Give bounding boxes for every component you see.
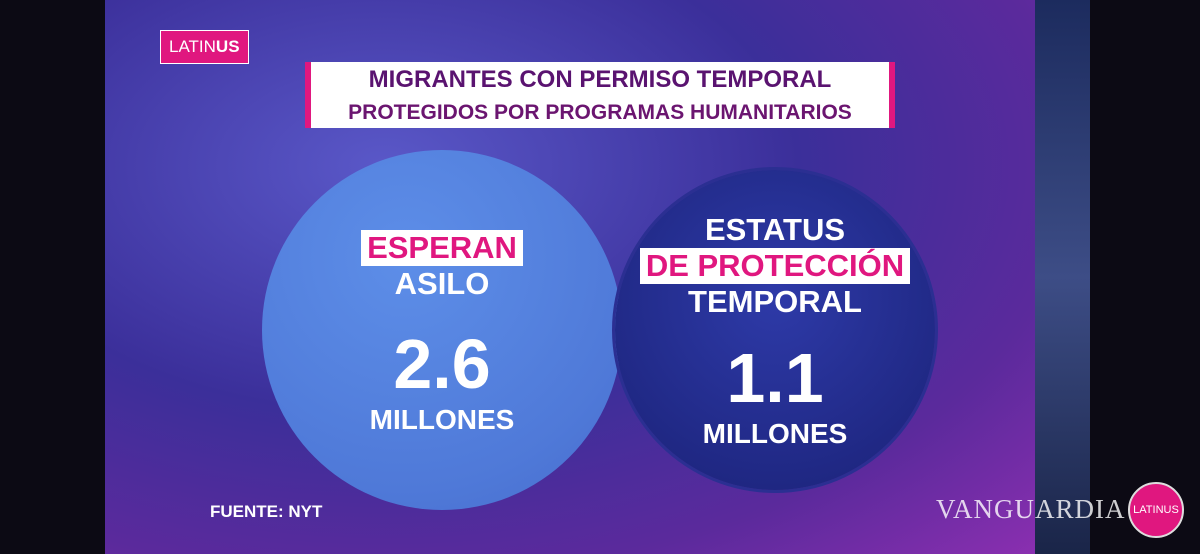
logo-prefix: LATIN (169, 37, 216, 56)
label: TEMPORAL (688, 284, 862, 319)
label: ESTATUS (704, 212, 846, 247)
title-line: MIGRANTES CON PERMISO TEMPORAL (305, 62, 895, 98)
value: 1.1 (726, 339, 824, 417)
label: ASILO (394, 266, 490, 301)
watermark-badge: LATINUS (1128, 482, 1184, 538)
source: FUENTE: NYT (210, 502, 323, 521)
watermark: VANGUARDIA (936, 494, 1126, 524)
channel-logo: LATINUS (160, 30, 249, 64)
subtitle-line: PROTEGIDOS POR PROGRAMAS HUMANITARIOS (305, 98, 895, 128)
value: 2.6 (393, 325, 491, 403)
unit: MILLONES (702, 418, 848, 449)
unit: MILLONES (369, 404, 515, 435)
label-highlight: ESPERAN (361, 230, 523, 266)
logo-suffix: US (215, 37, 240, 56)
stat-circle: ESPERAN ASILO 2.6 MILLONES (262, 150, 622, 510)
stat-circle: ESTATUS DE PROTECCIÓN TEMPORAL 1.1 MILLO… (615, 170, 935, 490)
label-highlight: DE PROTECCIÓN (639, 248, 911, 284)
studio-background (1035, 0, 1090, 554)
